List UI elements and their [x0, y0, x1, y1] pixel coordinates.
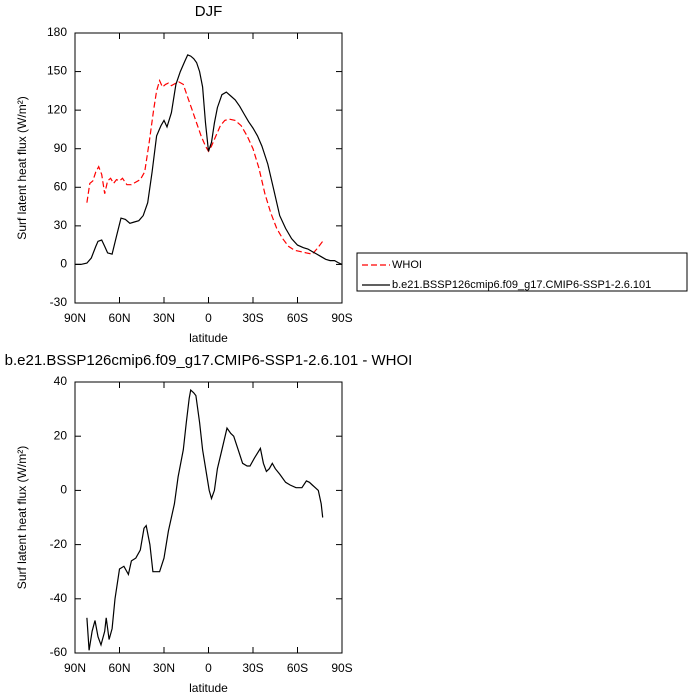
x-tick-label: 60N [108, 661, 130, 675]
legend-box [356, 252, 688, 292]
legend-label: b.e21.BSSP126cmip6.f09_g17.CMIP6-SSP1-2.… [392, 279, 651, 291]
x-tick-label: 30N [153, 311, 175, 325]
x-tick-label: 0 [205, 661, 212, 675]
x-tick-label: 90S [331, 311, 352, 325]
y-tick-label: 40 [54, 374, 68, 388]
data-line [75, 54, 343, 265]
y-tick-label: 150 [47, 64, 67, 78]
y-tick-label: -60 [50, 645, 68, 659]
y-tick-label: -20 [50, 537, 68, 551]
y-tick-label: 90 [54, 141, 68, 155]
x-tick-label: 60S [287, 661, 308, 675]
x-tick-label: 60N [108, 311, 130, 325]
y-tick-label: 120 [47, 102, 67, 116]
x-tick-label: 30S [242, 661, 263, 675]
y-tick-label: 60 [54, 179, 68, 193]
x-tick-label: 90S [331, 661, 352, 675]
x-tick-label: 0 [205, 311, 212, 325]
y-tick-label: 30 [54, 218, 68, 232]
x-tick-label: 30S [242, 311, 263, 325]
x-tick-label: 90N [64, 661, 86, 675]
y-axis-label: Surf latent heat flux (W/m²) [15, 96, 29, 239]
y-tick-label: 0 [60, 483, 67, 497]
plot-frame [74, 32, 343, 304]
y-tick-label: -30 [50, 295, 68, 309]
x-tick-label: 90N [64, 311, 86, 325]
y-axis-label: Surf latent heat flux (W/m²) [15, 446, 29, 589]
legend-label: WHOI [392, 259, 422, 271]
x-tick-label: 30N [153, 661, 175, 675]
data-line [86, 78, 324, 255]
data-line [86, 388, 324, 651]
y-tick-label: 20 [54, 428, 68, 442]
y-tick-label: -40 [50, 591, 68, 605]
x-axis-label: latitude [189, 331, 228, 345]
x-axis-label: latitude [189, 681, 228, 695]
chart-title: DJF [195, 3, 223, 20]
plot-frame [74, 381, 343, 654]
chart-title: b.e21.BSSP126cmip6.f09_g17.CMIP6-SSP1-2.… [5, 352, 413, 369]
x-tick-label: 60S [287, 311, 308, 325]
y-tick-label: 180 [47, 25, 67, 39]
y-tick-label: 0 [60, 257, 67, 271]
